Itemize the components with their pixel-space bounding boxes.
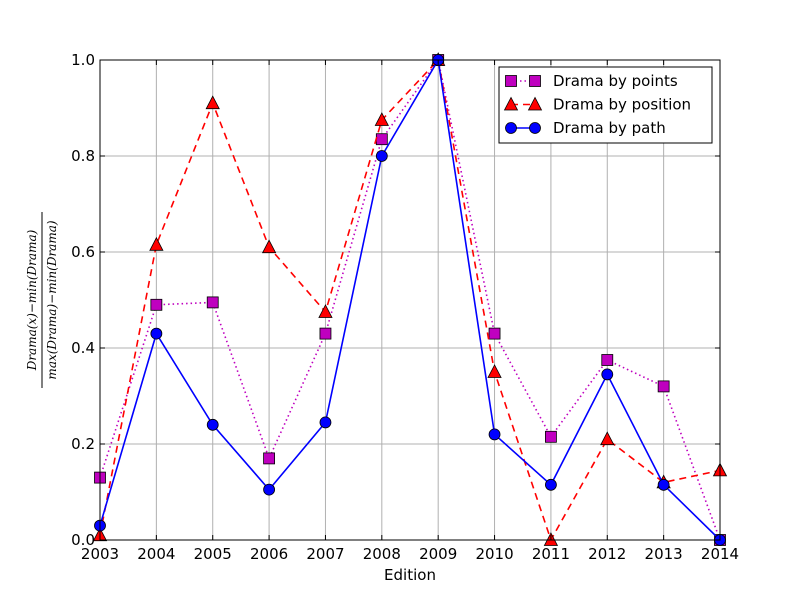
plot-frame — [99, 59, 721, 541]
legend-label: Drama by position — [553, 96, 691, 114]
data-point — [206, 296, 219, 309]
series-drama-by-path — [94, 54, 726, 546]
data-point — [601, 368, 614, 381]
data-point — [150, 327, 163, 340]
data-point — [375, 133, 388, 146]
legend-entry: Drama by points — [505, 72, 678, 90]
data-point — [206, 418, 219, 431]
data-point — [263, 452, 275, 465]
legend-marker — [505, 75, 517, 87]
series-drama-by-position — [92, 52, 728, 546]
x-tick-label: 2005 — [194, 545, 232, 563]
x-axis: 2003 2004 2005 2006 2007 2008 2009 2010 2011 2012… — [81, 60, 739, 563]
legend: Drama by points Drama by position Drama by… — [498, 66, 713, 144]
data-point — [263, 483, 275, 496]
data-point — [319, 416, 332, 429]
series-line — [99, 58, 721, 542]
legend-marker — [529, 75, 541, 87]
data-point — [488, 327, 501, 340]
data-point — [545, 430, 557, 443]
series-layer — [92, 52, 728, 546]
y-tick-label: 0.2 — [71, 435, 95, 453]
legend-label: Drama by path — [553, 119, 666, 137]
legend-marker — [527, 96, 543, 111]
data-point — [318, 304, 333, 318]
data-point — [205, 95, 220, 110]
x-tick-label: 2011 — [532, 545, 570, 563]
data-point — [657, 380, 670, 393]
x-tick-label: 2007 — [306, 545, 344, 563]
legend-entry: Drama by path — [505, 119, 666, 137]
legend-marker — [529, 122, 541, 134]
x-tick-label: 2003 — [81, 545, 119, 563]
data-point — [150, 298, 163, 311]
legend-label: Drama by points — [553, 72, 678, 90]
x-tick-label: 2008 — [363, 545, 401, 563]
y-axis-label: Drama(x)−min(Drama) max(Drama)−min(Drama… — [25, 212, 59, 388]
data-point — [375, 150, 388, 162]
data-point — [657, 478, 670, 491]
x-tick-label: 2006 — [250, 545, 288, 563]
y-axis-label-denominator: max(Drama)−min(Drama) — [45, 220, 59, 379]
y-tick-label: 0.4 — [71, 339, 95, 357]
y-axis-label-numerator: Drama(x)−min(Drama) — [25, 229, 39, 371]
data-point — [487, 364, 502, 378]
legend-marker — [505, 122, 517, 134]
series-line — [99, 57, 721, 541]
data-point — [149, 236, 164, 251]
data-point — [261, 239, 277, 254]
x-tick-label: 2009 — [419, 545, 457, 563]
y-axis: 0.0 0.2 0.4 0.6 0.8 1.0 — [71, 51, 720, 549]
data-point — [374, 112, 389, 126]
x-tick-label: 2013 — [645, 545, 683, 563]
x-tick-label: 2014 — [701, 545, 739, 563]
data-point — [319, 327, 332, 340]
y-tick-label: 0.8 — [71, 147, 95, 165]
x-tick-label: 2012 — [588, 545, 626, 563]
y-tick-label: 0.0 — [71, 531, 95, 549]
x-axis-label: Edition — [384, 566, 436, 584]
legend-entry: Drama by position — [503, 96, 691, 114]
x-tick-label: 2010 — [475, 545, 513, 563]
legend-marker — [503, 96, 519, 111]
data-point — [601, 354, 614, 366]
data-point — [600, 431, 615, 446]
y-tick-label: 0.6 — [71, 243, 95, 261]
y-tick-label: 1.0 — [71, 51, 95, 69]
data-point — [545, 478, 557, 491]
data-point — [488, 428, 501, 441]
x-tick-label: 2004 — [137, 545, 175, 563]
